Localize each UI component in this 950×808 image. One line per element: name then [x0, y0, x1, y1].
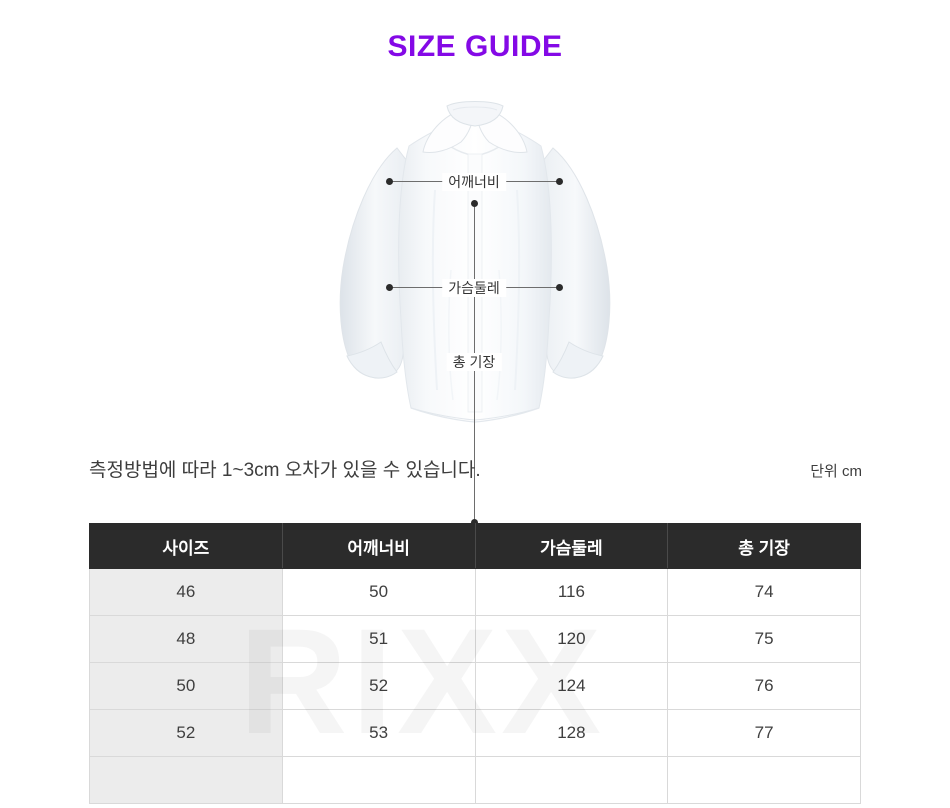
cell-size: 46: [89, 568, 283, 616]
note-row: 측정방법에 따라 1~3cm 오차가 있을 수 있습니다. 단위 cm: [0, 455, 950, 493]
cell-length: 75: [667, 615, 861, 663]
cell-length: [667, 756, 861, 804]
column-header-size: 사이즈: [89, 523, 283, 569]
cell-size: [89, 756, 283, 804]
table-row: 50 52 124 76: [89, 662, 861, 710]
cell-chest: [474, 756, 669, 804]
cell-size: 48: [89, 615, 283, 663]
cell-shoulder: 53: [281, 709, 476, 757]
size-table: 사이즈 어깨너비 가슴둘레 총 기장 46 50 116 74 48 51 12…: [89, 523, 861, 804]
cell-chest: 120: [474, 615, 669, 663]
unit-label: 단위 cm: [810, 463, 862, 480]
page-title: SIZE GUIDE: [387, 30, 563, 63]
column-header-length: 총 기장: [667, 523, 861, 569]
cell-length: 77: [667, 709, 861, 757]
measurement-disclaimer: 측정방법에 따라 1~3cm 오차가 있을 수 있습니다.: [89, 460, 481, 481]
cell-chest: 128: [474, 709, 669, 757]
table-row: 46 50 116 74: [89, 568, 861, 616]
cell-length: 74: [667, 568, 861, 616]
cell-size: 52: [89, 709, 283, 757]
cell-shoulder: 50: [281, 568, 476, 616]
table-row: 52 53 128 77: [89, 709, 861, 757]
cell-size: 50: [89, 662, 283, 710]
column-header-chest: 가슴둘레: [474, 523, 669, 569]
cell-chest: 116: [474, 568, 669, 616]
size-diagram: rixx rixx 총 기장 어깨너비 가슴둘레: [0, 70, 950, 526]
size-table-head: 사이즈 어깨너비 가슴둘레 총 기장: [89, 523, 861, 569]
table-header-row: 사이즈 어깨너비 가슴둘레 총 기장: [89, 523, 861, 569]
cell-shoulder: [281, 756, 476, 804]
table-row: [89, 756, 861, 804]
table-row: 48 51 120 75: [89, 615, 861, 663]
size-table-body: 46 50 116 74 48 51 120 75 50 52 124 76 5…: [89, 568, 861, 804]
shirt-graphic: [339, 101, 611, 423]
cell-chest: 124: [474, 662, 669, 710]
cell-shoulder: 51: [281, 615, 476, 663]
cell-shoulder: 52: [281, 662, 476, 710]
size-table-container: RIXX 사이즈 어깨너비 가슴둘레 총 기장 46 50 116 74 48 …: [89, 523, 861, 804]
cell-length: 76: [667, 662, 861, 710]
shirt-illustration: rixx rixx: [0, 70, 950, 506]
column-header-shoulder: 어깨너비: [281, 523, 476, 569]
